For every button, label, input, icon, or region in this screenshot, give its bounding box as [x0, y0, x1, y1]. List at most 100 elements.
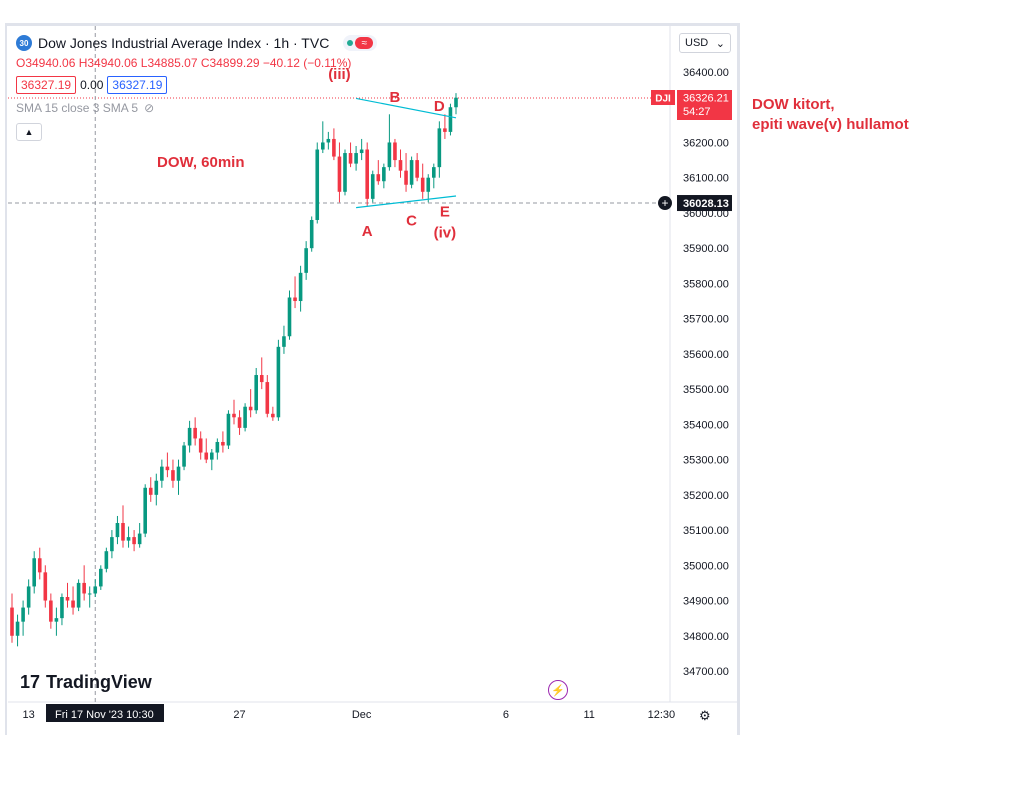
indicator-label: SMA 15 close 3 SMA 5 [16, 101, 139, 115]
symbol-logo-icon[interactable]: 30 [16, 35, 32, 51]
candle-body [137, 533, 142, 545]
candle-body [315, 149, 320, 220]
candle-body [304, 248, 308, 273]
x-tick-label: Dec [352, 709, 372, 721]
y-tick-label: 35400.00 [683, 419, 729, 431]
candle-body [154, 480, 159, 495]
last-price-tag-bg [677, 90, 732, 121]
sell-price[interactable]: 36327.19 [16, 76, 77, 94]
chevron-down-icon: ⌄ [715, 37, 725, 50]
candle-body [187, 427, 192, 446]
candle-body [37, 558, 42, 573]
candle-body [126, 537, 131, 541]
candle-body [398, 160, 403, 171]
candle-body [243, 406, 247, 428]
y-tick-label: 35900.00 [683, 243, 729, 255]
candle-body [15, 621, 20, 636]
wave-label: E [440, 203, 450, 220]
triangle-trendline [355, 97, 457, 119]
candle-body [387, 142, 392, 168]
x-tick-label: 11 [583, 709, 594, 721]
candle-body [215, 441, 220, 453]
candle-body [176, 466, 181, 481]
candle-body [54, 618, 59, 622]
candle-body [32, 558, 36, 587]
add-alert-icon-bg [658, 196, 672, 211]
add-alert-icon: + [661, 196, 668, 210]
candle-body [148, 487, 153, 495]
candle-body [448, 107, 453, 132]
candle-body [365, 149, 369, 199]
candle-body [454, 97, 458, 108]
candle-body [237, 417, 242, 428]
candle-body [143, 487, 147, 534]
symbol-tag: DJI [655, 94, 671, 105]
lightning-icon[interactable]: ⚡ [548, 680, 568, 700]
candle-body [326, 138, 331, 143]
y-tick-label: 35000.00 [683, 560, 729, 572]
candle-body [204, 452, 209, 460]
crosshair-price: 36028.13 [683, 198, 729, 210]
y-tick-label: 35500.00 [683, 384, 729, 396]
candle-body [337, 156, 342, 192]
wave-label: B [390, 89, 401, 106]
candle-body [259, 375, 264, 383]
symbol-title[interactable]: Dow Jones Industrial Average Index · 1h … [38, 35, 330, 51]
y-tick-label: 36100.00 [683, 173, 729, 185]
candle-body [21, 607, 25, 622]
x-tick-label: 13 [23, 709, 35, 721]
analysis-note: DOW kitort, epiti wave(v) hullamot [752, 96, 909, 133]
candle-body [287, 297, 292, 337]
candle-body [282, 336, 286, 347]
candle-body [10, 607, 14, 636]
candle-body [437, 128, 442, 168]
ohlc-values: O34940.06 H34940.06 L34885.07 C34899.29 … [16, 56, 352, 70]
candle-body [82, 582, 86, 594]
candle-body [359, 149, 364, 154]
y-tick-label: 35800.00 [683, 278, 729, 290]
symbol-tag-bg [651, 90, 675, 106]
candle-body [348, 153, 353, 164]
candle-body [254, 375, 258, 411]
candle-body [265, 382, 270, 414]
candle-body [382, 167, 386, 182]
candle-body [232, 413, 236, 418]
data-mode-icon: ≈ [355, 37, 374, 49]
candle-body [376, 174, 381, 182]
chart-frame [5, 23, 740, 735]
indicator-row[interactable]: SMA 15 close 3 SMA 5 ⊘ [16, 101, 377, 115]
crosshair-time-bg [46, 704, 164, 722]
buy-price[interactable]: 36327.19 [107, 76, 168, 94]
wave-label: A [362, 223, 373, 240]
y-tick-label: 34700.00 [683, 666, 729, 678]
currency-select[interactable]: USD ⌄ [679, 33, 731, 53]
crosshair-price-bg [677, 195, 732, 212]
candle-body [415, 160, 419, 178]
candle-body [87, 593, 92, 595]
eye-hidden-icon[interactable]: ⊘ [144, 101, 155, 115]
candle-body [43, 572, 48, 601]
candle-body [60, 597, 64, 619]
y-tick-label: 35300.00 [683, 455, 729, 467]
candle-body [193, 427, 197, 439]
triangle-trendline [356, 195, 457, 209]
y-tick-label: 35600.00 [683, 349, 729, 361]
status-pill[interactable]: ≈ [343, 35, 378, 51]
candle-body [171, 470, 175, 481]
candle-body [443, 128, 447, 132]
candle-body [420, 177, 425, 192]
candle-body [426, 177, 431, 192]
candle-body [115, 523, 120, 538]
candle-body [26, 586, 31, 608]
candle-body [221, 441, 225, 446]
collapse-legend-button[interactable]: ▲ [16, 123, 42, 141]
crosshair-time: Fri 17 Nov '23 10:30 [55, 709, 154, 721]
candle-body [132, 537, 136, 545]
candle-body [321, 142, 325, 150]
candle-body [71, 600, 75, 608]
candle-body [276, 346, 281, 418]
candle-body [370, 174, 375, 199]
settings-gear-icon[interactable]: ⚙ [699, 708, 711, 723]
candle-body [354, 153, 358, 164]
